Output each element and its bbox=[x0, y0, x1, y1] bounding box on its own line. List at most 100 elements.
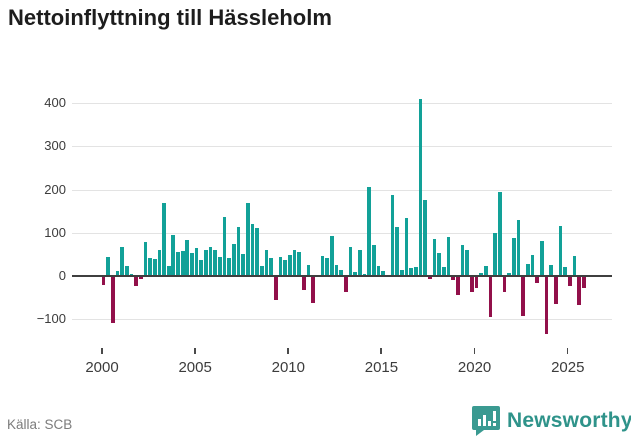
bar-2008-q4[interactable] bbox=[264, 250, 269, 276]
bar-2014-q4[interactable] bbox=[376, 266, 381, 276]
bar-2015-q4[interactable] bbox=[395, 226, 399, 276]
bar-2007-q4[interactable] bbox=[246, 202, 250, 276]
bar-2016-q2[interactable] bbox=[404, 218, 409, 276]
bar-2004-q1[interactable] bbox=[176, 252, 180, 276]
bar-2017-q3[interactable] bbox=[427, 276, 432, 280]
bar-2012-q1[interactable] bbox=[325, 257, 330, 276]
bar-2020-q2[interactable] bbox=[479, 272, 483, 276]
bar-2021-q4[interactable] bbox=[507, 273, 511, 276]
bar-2009-q2[interactable] bbox=[274, 276, 278, 301]
bar-2010-q4[interactable] bbox=[302, 276, 306, 291]
bar-2024-q4[interactable] bbox=[563, 266, 567, 276]
bar-2009-q3[interactable] bbox=[278, 256, 283, 276]
bar-2021-q3[interactable] bbox=[502, 276, 507, 292]
bar-2013-q3[interactable] bbox=[353, 272, 358, 276]
bar-2023-q3[interactable] bbox=[539, 240, 544, 276]
bar-2010-q3[interactable] bbox=[297, 252, 302, 276]
bar-2002-q4[interactable] bbox=[152, 259, 157, 276]
bar-2003-q2[interactable] bbox=[162, 202, 166, 276]
bar-2024-q3[interactable] bbox=[558, 225, 563, 276]
bar-2021-q1[interactable] bbox=[493, 233, 497, 276]
bar-2006-q1[interactable] bbox=[213, 250, 218, 276]
bar-2005-q4[interactable] bbox=[208, 247, 213, 276]
bar-2010-q2[interactable] bbox=[292, 250, 297, 276]
bar-2014-q2[interactable] bbox=[367, 187, 372, 276]
bar-2015-q1[interactable] bbox=[381, 270, 386, 276]
bar-2006-q3[interactable] bbox=[222, 217, 227, 276]
bar-2017-q4[interactable] bbox=[432, 239, 437, 276]
bar-2011-q2[interactable] bbox=[311, 276, 316, 304]
bar-2012-q3[interactable] bbox=[334, 265, 339, 276]
bar-2021-q2[interactable] bbox=[497, 192, 502, 276]
bar-2001-q3[interactable] bbox=[129, 273, 134, 276]
bar-2025-q2[interactable] bbox=[572, 255, 577, 276]
bar-2025-q1[interactable] bbox=[567, 276, 572, 287]
bar-2008-q3[interactable] bbox=[260, 266, 264, 276]
bar-2014-q1[interactable] bbox=[362, 273, 367, 276]
bar-2015-q3[interactable] bbox=[390, 194, 395, 276]
bar-2000-q2[interactable] bbox=[106, 256, 110, 276]
bar-2022-q4[interactable] bbox=[525, 263, 530, 276]
bar-2002-q3[interactable] bbox=[148, 257, 152, 276]
bar-2005-q1[interactable] bbox=[194, 247, 199, 276]
bar-2005-q2[interactable] bbox=[199, 259, 204, 276]
bar-2018-q4[interactable] bbox=[451, 276, 455, 280]
bar-2019-q1[interactable] bbox=[455, 276, 460, 296]
bar-2023-q2[interactable] bbox=[535, 276, 539, 284]
bar-2007-q3[interactable] bbox=[241, 253, 246, 276]
bar-2016-q1[interactable] bbox=[399, 269, 404, 276]
newsworthy-logo[interactable]: Newsworthy bbox=[472, 406, 631, 436]
bar-2022-q1[interactable] bbox=[511, 238, 516, 276]
bar-2017-q2[interactable] bbox=[423, 200, 427, 276]
bar-2009-q1[interactable] bbox=[269, 257, 274, 276]
bar-2019-q4[interactable] bbox=[469, 276, 474, 292]
bar-2002-q1[interactable] bbox=[138, 276, 143, 280]
bar-2025-q4[interactable] bbox=[581, 276, 586, 289]
bar-2024-q2[interactable] bbox=[553, 276, 558, 304]
bar-2006-q4[interactable] bbox=[227, 257, 232, 276]
bar-2000-q3[interactable] bbox=[110, 276, 115, 324]
bar-2000-q4[interactable] bbox=[115, 270, 120, 276]
bar-2004-q3[interactable] bbox=[185, 240, 190, 276]
bar-2023-q1[interactable] bbox=[530, 255, 535, 276]
bar-2009-q4[interactable] bbox=[283, 259, 288, 276]
bar-2008-q1[interactable] bbox=[250, 224, 255, 276]
bar-2019-q2[interactable] bbox=[460, 245, 465, 276]
bar-2018-q3[interactable] bbox=[446, 236, 451, 276]
bar-2012-q4[interactable] bbox=[339, 269, 344, 276]
bar-2020-q3[interactable] bbox=[483, 266, 488, 276]
bar-2024-q1[interactable] bbox=[549, 264, 553, 276]
bar-2005-q3[interactable] bbox=[204, 250, 208, 276]
bar-2012-q2[interactable] bbox=[330, 236, 334, 276]
bar-2000-q1[interactable] bbox=[101, 276, 106, 286]
bar-2013-q1[interactable] bbox=[344, 276, 348, 292]
bar-2025-q3[interactable] bbox=[577, 276, 581, 305]
bar-2014-q3[interactable] bbox=[372, 244, 376, 276]
bar-2001-q2[interactable] bbox=[124, 266, 129, 276]
bar-2003-q4[interactable] bbox=[171, 235, 176, 276]
bar-2004-q2[interactable] bbox=[180, 251, 185, 276]
bar-2019-q3[interactable] bbox=[465, 250, 469, 276]
bar-2007-q1[interactable] bbox=[232, 243, 236, 276]
bar-2018-q1[interactable] bbox=[437, 253, 441, 276]
bar-2008-q2[interactable] bbox=[255, 227, 260, 276]
bar-2020-q1[interactable] bbox=[474, 276, 479, 288]
bar-2006-q2[interactable] bbox=[218, 256, 222, 276]
bar-2018-q2[interactable] bbox=[441, 267, 446, 276]
bar-2001-q4[interactable] bbox=[134, 276, 138, 287]
bar-2010-q1[interactable] bbox=[288, 255, 292, 276]
bar-2023-q4[interactable] bbox=[544, 276, 549, 335]
bar-2011-q4[interactable] bbox=[320, 255, 325, 276]
bar-2004-q4[interactable] bbox=[190, 253, 194, 276]
bar-2007-q2[interactable] bbox=[236, 226, 241, 276]
bar-2013-q4[interactable] bbox=[358, 250, 362, 276]
bar-2013-q2[interactable] bbox=[348, 247, 353, 276]
bar-2001-q1[interactable] bbox=[120, 247, 124, 276]
bar-2016-q4[interactable] bbox=[413, 267, 418, 276]
bar-2002-q2[interactable] bbox=[143, 242, 148, 276]
bar-2020-q4[interactable] bbox=[488, 276, 493, 317]
bar-2003-q3[interactable] bbox=[166, 265, 171, 276]
bar-2017-q1[interactable] bbox=[418, 98, 423, 276]
bar-2003-q1[interactable] bbox=[157, 249, 162, 276]
bar-2022-q3[interactable] bbox=[521, 276, 525, 316]
